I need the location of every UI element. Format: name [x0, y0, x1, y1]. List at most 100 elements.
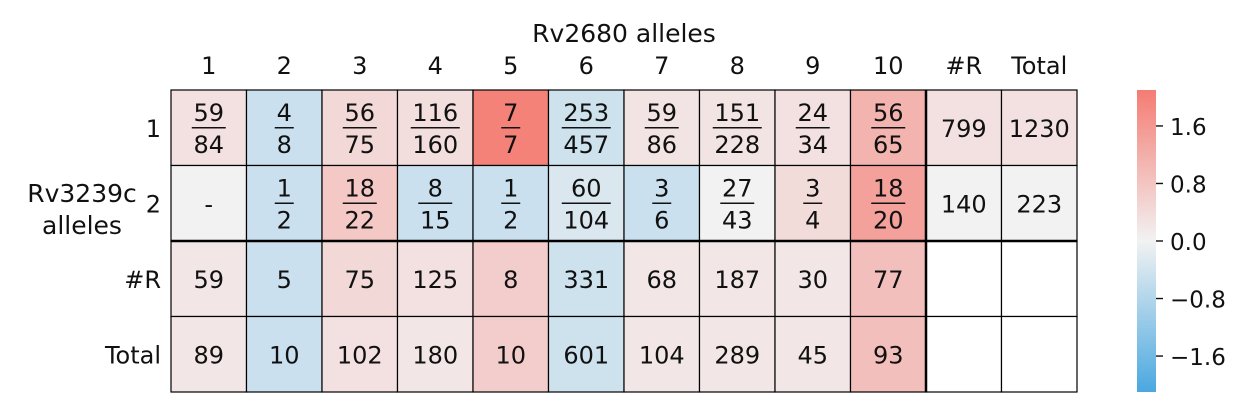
cell-numerator: 1 — [503, 174, 518, 202]
cell-denominator: 2 — [277, 206, 292, 234]
cell-numerator: 7 — [503, 99, 518, 127]
column-label: 1 — [201, 52, 216, 80]
cell-numerator: 56 — [344, 99, 375, 127]
cell-denominator: 104 — [563, 206, 609, 234]
column-label: 4 — [428, 52, 443, 80]
cell-numerator: 27 — [722, 174, 753, 202]
cell-denominator: 2 — [503, 206, 518, 234]
colorbar: 1.6 0.8 0.0 −0.8 −1.6 — [1137, 90, 1226, 392]
cell-numerator: 24 — [797, 99, 828, 127]
cell-numerator: 4 — [277, 99, 292, 127]
cell-numerator: 253 — [563, 99, 609, 127]
cell-denominator: 15 — [420, 206, 451, 234]
column-label: 2 — [277, 52, 292, 80]
cell-value: 77 — [873, 266, 904, 294]
column-label: 8 — [730, 52, 745, 80]
heatmap-cell — [849, 315, 927, 393]
heatmap-cell — [925, 89, 1003, 167]
column-label: 7 — [654, 52, 669, 80]
cell-numerator: 59 — [193, 99, 224, 127]
cell-numerator: 1 — [277, 174, 292, 202]
cell-value: 102 — [337, 341, 383, 369]
heatmap-cell — [396, 240, 474, 318]
colorbar-tick-label: 0.0 — [1170, 230, 1207, 256]
cell-denominator: 160 — [412, 131, 458, 159]
cell-numerator: 56 — [873, 99, 904, 127]
cell-value: 187 — [714, 266, 760, 294]
cell-value: 8 — [503, 266, 518, 294]
cell-value: 601 — [563, 341, 609, 369]
cell-value: 104 — [639, 341, 685, 369]
colorbar-tick-label: −1.6 — [1170, 345, 1226, 371]
cell-value: 30 — [797, 266, 828, 294]
cell-numerator: 3 — [805, 174, 820, 202]
column-labels: 1 2 3 4 5 6 7 8 9 10 #R Total — [201, 52, 1067, 80]
heatmap-cell — [925, 164, 1003, 242]
heatmap-cell — [698, 315, 776, 393]
heatmap-cell — [472, 240, 550, 318]
cell-value: 5 — [277, 266, 292, 294]
cell-denominator: 84 — [193, 131, 224, 159]
cell-denominator: 6 — [654, 206, 669, 234]
cell-numerator: 8 — [428, 174, 443, 202]
cell-numerator: 151 — [714, 99, 760, 127]
cell-value: 180 — [412, 341, 458, 369]
cell-denominator: 86 — [646, 131, 677, 159]
column-label: 3 — [352, 52, 367, 80]
cell-value: 45 — [797, 341, 828, 369]
column-label: Total — [1010, 52, 1067, 80]
heatmap-cell — [698, 240, 776, 318]
cell-numerator: 3 — [654, 174, 669, 202]
heatmap-cell — [1000, 89, 1078, 167]
cell-value: 10 — [269, 341, 300, 369]
heatmap-cell — [925, 240, 1003, 318]
row-label: #R — [124, 266, 161, 294]
heatmap-cell — [321, 240, 399, 318]
cell-denominator: 65 — [873, 131, 904, 159]
cell-denominator: 34 — [797, 131, 828, 159]
heatmap-cell — [1000, 240, 1078, 318]
heatmap-cell — [849, 240, 927, 318]
row-label: 1 — [146, 115, 161, 143]
cell-value: 799 — [941, 115, 987, 143]
cell-value: 75 — [344, 266, 375, 294]
cell-denominator: 43 — [722, 206, 753, 234]
cell-value: 223 — [1016, 190, 1062, 218]
cell-numerator: 18 — [873, 174, 904, 202]
colorbar-gradient — [1137, 90, 1156, 392]
cell-value: 68 — [646, 266, 677, 294]
cell-denominator: 20 — [873, 206, 904, 234]
column-label: 6 — [579, 52, 594, 80]
colorbar-tick-label: −0.8 — [1170, 288, 1226, 314]
column-label: #R — [945, 52, 982, 80]
heatmap-cell — [170, 240, 248, 318]
cell-denominator: 228 — [714, 131, 760, 159]
cell-numerator: 116 — [412, 99, 458, 127]
cell-denominator: 22 — [344, 206, 375, 234]
colorbar-tick-label: 1.6 — [1170, 115, 1207, 141]
cell-numerator: 59 — [646, 99, 677, 127]
cell-denominator: 457 — [563, 131, 609, 159]
cell-denominator: 4 — [805, 206, 820, 234]
heatmap-cell — [472, 315, 550, 393]
heatmap-cell — [1000, 315, 1078, 393]
cell-numerator: 60 — [571, 174, 602, 202]
heatmap-cell — [1000, 164, 1078, 242]
cell-value: 140 — [941, 190, 987, 218]
heatmap-cell — [170, 164, 248, 242]
column-label: 5 — [503, 52, 518, 80]
cell-value: 125 — [412, 266, 458, 294]
cell-value: 1230 — [1009, 115, 1070, 143]
cell-value: 89 — [193, 341, 224, 369]
column-label: 9 — [805, 52, 820, 80]
heatmap-cell — [547, 315, 625, 393]
cell-value: 59 — [193, 266, 224, 294]
cell-denominator: 7 — [503, 131, 518, 159]
cell-value: 331 — [563, 266, 609, 294]
cell-value: 93 — [873, 341, 904, 369]
heatmap-cell — [396, 315, 474, 393]
heatmap-cell — [321, 315, 399, 393]
column-label: 10 — [873, 52, 904, 80]
cell-denominator: 8 — [277, 131, 292, 159]
